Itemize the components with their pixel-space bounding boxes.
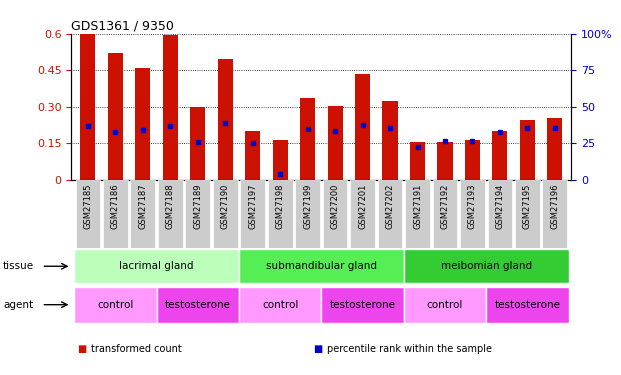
Text: GSM27202: GSM27202 [386,183,394,229]
Bar [245,131,260,180]
Bar [158,180,183,248]
Bar [405,180,430,248]
Text: GSM27197: GSM27197 [248,183,257,229]
Bar [135,68,150,180]
Bar [76,180,100,248]
Text: ■: ■ [78,344,87,354]
Bar [218,59,233,180]
Bar [300,98,315,180]
Text: submandibular gland: submandibular gland [266,261,377,271]
Text: ■: ■ [314,344,323,354]
Bar [547,118,563,180]
Text: GSM27189: GSM27189 [193,183,202,229]
Bar [74,249,239,283]
Bar [190,107,206,180]
Bar [74,287,156,322]
Text: GSM27195: GSM27195 [523,183,532,229]
Bar [103,180,128,248]
Bar [487,180,512,248]
Text: GSM27185: GSM27185 [83,183,93,229]
Text: GSM27187: GSM27187 [138,183,147,229]
Bar [163,35,178,180]
Text: GSM27199: GSM27199 [303,183,312,229]
Text: GSM27200: GSM27200 [330,183,340,229]
Text: GSM27198: GSM27198 [276,183,284,229]
Text: GSM27188: GSM27188 [166,183,175,229]
Bar [240,180,265,248]
Bar [410,142,425,180]
Text: GSM27190: GSM27190 [220,183,230,229]
Bar [433,180,457,248]
Bar [350,180,375,248]
Bar [515,180,540,248]
Text: agent: agent [3,300,34,310]
Text: testosterone: testosterone [330,300,396,310]
Text: percentile rank within the sample: percentile rank within the sample [327,344,492,354]
Text: GSM27201: GSM27201 [358,183,367,229]
Text: GDS1361 / 9350: GDS1361 / 9350 [71,20,175,33]
Text: tissue: tissue [3,261,34,271]
Bar [486,287,569,322]
Bar [437,142,453,180]
Bar [327,106,343,180]
Text: control: control [427,300,463,310]
Text: control: control [97,300,134,310]
Bar [492,131,507,180]
Bar [239,249,404,283]
Bar [355,74,370,180]
Bar [156,287,239,322]
Bar [186,180,210,248]
Bar [213,180,238,248]
Bar [273,140,288,180]
Bar [239,287,322,322]
Text: testosterone: testosterone [494,300,560,310]
Text: GSM27191: GSM27191 [413,183,422,229]
Bar [130,180,155,248]
Bar [268,180,292,248]
Text: GSM27192: GSM27192 [440,183,450,229]
Bar [80,34,96,180]
Bar [378,180,402,248]
Bar [322,287,404,322]
Text: GSM27194: GSM27194 [496,183,504,229]
Bar [520,120,535,180]
Text: GSM27193: GSM27193 [468,183,477,229]
Text: testosterone: testosterone [165,300,231,310]
Text: meibomian gland: meibomian gland [441,261,532,271]
Bar [543,180,567,248]
Bar [383,101,397,180]
Bar [404,287,486,322]
Text: GSM27186: GSM27186 [111,183,120,229]
Bar [108,53,123,180]
Text: lacrimal gland: lacrimal gland [119,261,194,271]
Bar [295,180,320,248]
Text: GSM27196: GSM27196 [550,183,560,229]
Text: control: control [262,300,298,310]
Bar [460,180,485,248]
Bar [323,180,348,248]
Bar [465,140,480,180]
Text: transformed count: transformed count [91,344,182,354]
Bar [404,249,569,283]
